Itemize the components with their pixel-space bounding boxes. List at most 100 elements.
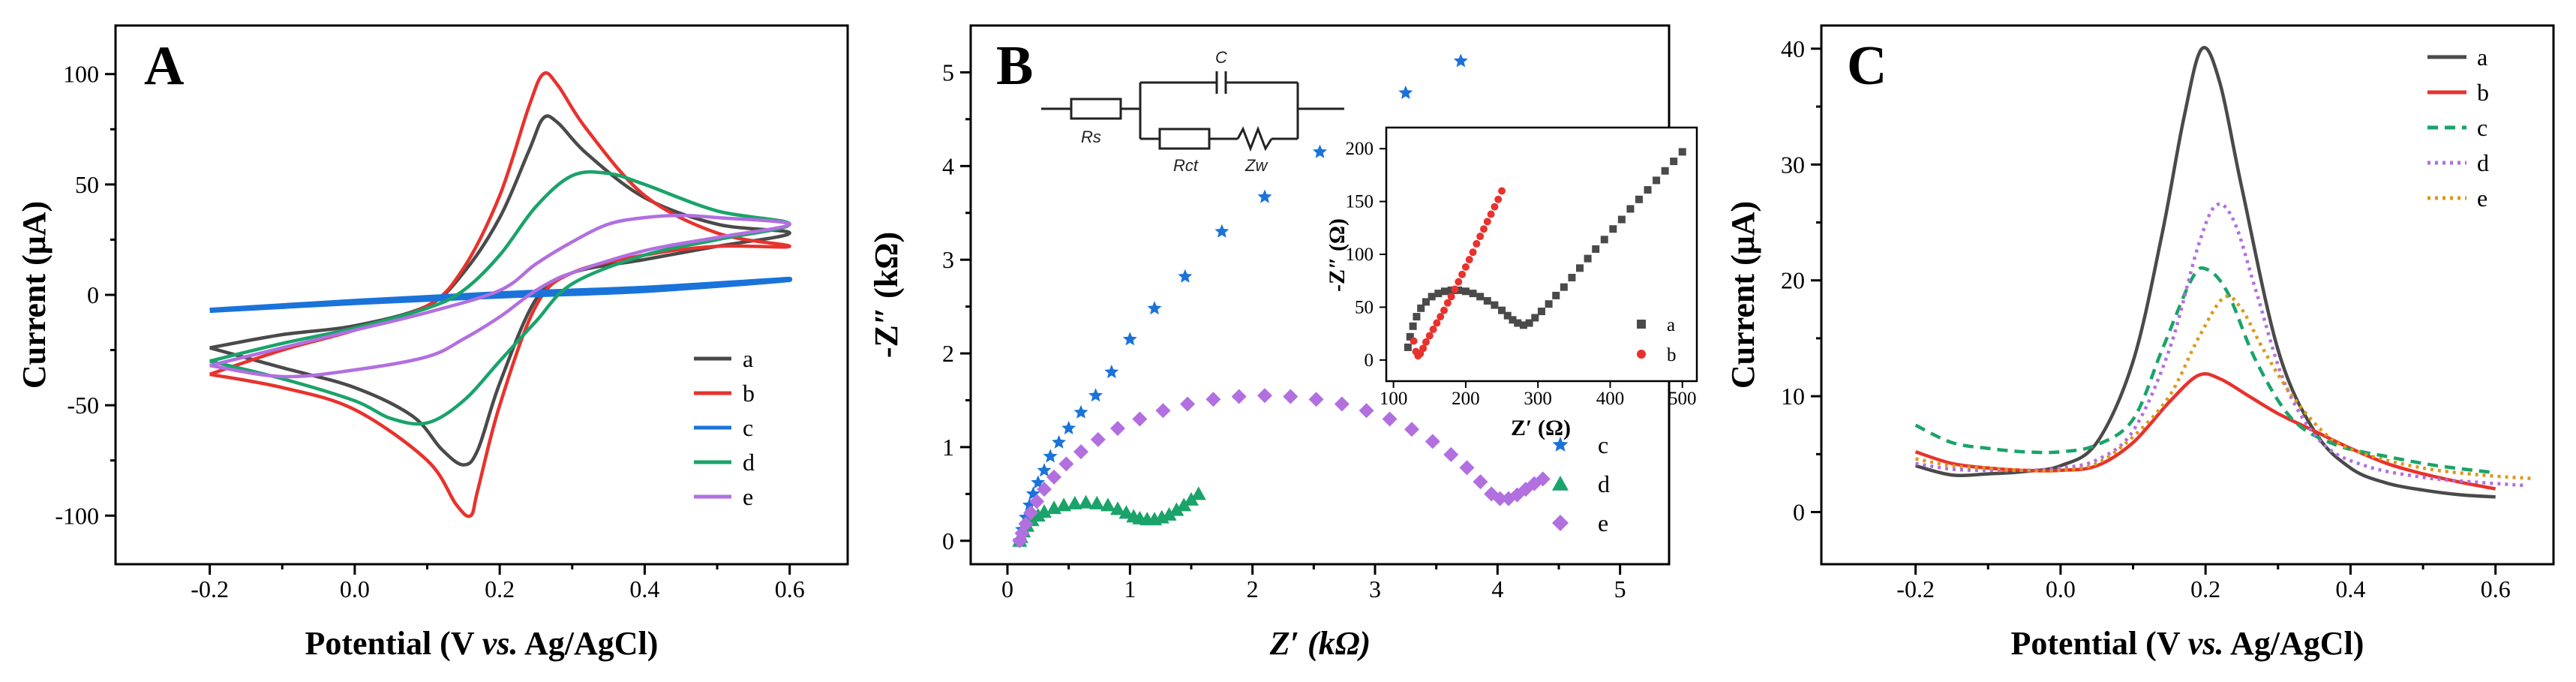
panel-a-ylabel: Current (μA): [16, 201, 53, 389]
x-tick-label: 200: [1452, 389, 1480, 409]
eis-point-c: [1088, 388, 1103, 402]
eis-point-e: [1257, 388, 1272, 404]
eis-point-d: [1089, 495, 1105, 509]
y-tick-label: 30: [1781, 151, 1805, 178]
inset-point-a: [1670, 158, 1678, 166]
inset-point-b: [1476, 233, 1485, 241]
legend-label-b: b: [2477, 79, 2489, 106]
eis-point-e: [1058, 456, 1074, 472]
x-tick-label: 0.4: [2335, 575, 2365, 602]
eis-point-c: [1073, 404, 1088, 419]
inset-point-a: [1447, 286, 1455, 294]
legend-marker-e: [1552, 515, 1569, 531]
y-tick-label: 10: [1781, 383, 1805, 410]
legend-label-e: e: [743, 483, 753, 510]
equivalent-circuit-diagram: [1041, 71, 1344, 152]
inset-point-a: [1455, 286, 1463, 294]
inset-point-a: [1469, 290, 1477, 298]
x-tick-label: 300: [1524, 389, 1552, 409]
dpv-curve-a: [1915, 46, 2496, 499]
inset-point-a: [1626, 205, 1635, 213]
x-tick-label: 0.0: [2046, 575, 2076, 602]
y-tick-label: -100: [55, 502, 99, 529]
panel-b-series: [1012, 53, 1551, 548]
eis-point-e: [1382, 411, 1398, 427]
eis-point-e: [1231, 389, 1247, 404]
panel-a-label: A: [144, 35, 184, 97]
x-tick-label: 4: [1491, 575, 1503, 602]
y-tick-label: 50: [1355, 297, 1374, 317]
eis-point-e: [1473, 474, 1488, 490]
inset-legend-label-a: a: [1667, 315, 1675, 335]
y-tick-label: 20: [1781, 267, 1805, 294]
panel-a-series: [209, 71, 793, 518]
x-tick-label: 0: [1001, 575, 1013, 602]
inset-point-b: [1498, 187, 1506, 195]
inset-point-b: [1483, 218, 1491, 226]
inset-point-a: [1491, 301, 1499, 309]
eis-point-d: [1169, 502, 1184, 516]
eis-point-d: [1176, 497, 1192, 512]
inset-point-a: [1434, 290, 1443, 298]
eis-point-e: [1443, 446, 1459, 462]
x-tick-label: 0.0: [340, 575, 370, 602]
eis-point-e: [1359, 403, 1374, 419]
y-tick-label: 50: [75, 171, 99, 198]
inset-point-b: [1447, 293, 1455, 301]
inset-point-a: [1413, 313, 1421, 321]
eis-point-d: [1100, 497, 1115, 512]
eis-point-e: [1155, 403, 1171, 419]
inset-point-a: [1538, 308, 1545, 316]
inset-axes: 100 200 300 400 500 0 50 100 150 200: [1346, 139, 1697, 409]
eis-point-c: [1043, 449, 1058, 463]
inset-xlabel: Z′ (Ω): [1511, 416, 1571, 440]
circuit-label-zw: Zw: [1244, 156, 1268, 175]
inset-point-a: [1509, 316, 1517, 324]
inset-point-b: [1473, 239, 1481, 248]
eis-point-d: [1056, 497, 1072, 512]
inset-point-a: [1531, 314, 1539, 322]
y-tick-label: 200: [1346, 139, 1374, 159]
inset-legend: ab: [1637, 315, 1677, 365]
eis-point-c: [1061, 420, 1076, 434]
inset-point-a: [1483, 296, 1491, 305]
y-tick-label: 0: [1365, 350, 1374, 371]
eis-point-d: [1037, 504, 1052, 518]
eis-point-e: [1023, 505, 1039, 521]
inset-point-a: [1576, 264, 1584, 272]
inset-point-a: [1635, 195, 1643, 203]
panel-b-legend: cde: [1552, 431, 1610, 536]
panel-b-xlabel: Z′ (kΩ): [1269, 625, 1371, 662]
x-tick-label: 0.4: [629, 575, 659, 602]
x-tick-label: -0.2: [1896, 575, 1935, 602]
eis-point-e: [1110, 420, 1125, 436]
eis-point-e: [1205, 392, 1221, 407]
inset-point-a: [1476, 293, 1485, 301]
legend-label-d: d: [2477, 149, 2489, 176]
x-tick-label: 0.6: [775, 575, 805, 602]
inset-point-b: [1469, 248, 1477, 257]
inset-point-a: [1498, 306, 1506, 314]
inset-point-a: [1404, 343, 1412, 351]
eis-point-c: [1147, 301, 1162, 315]
eis-point-e: [1029, 494, 1045, 509]
dpv-curve-c: [1914, 266, 2496, 475]
eis-point-d: [1118, 505, 1134, 519]
inset-point-a: [1417, 304, 1425, 312]
panel-a-axes: -0.2 0.0 0.2 0.4 0.6 -100 -50 0 50 100: [55, 61, 804, 602]
cv-curve-e: [209, 213, 791, 379]
panel-c-ylabel: Current (μA): [1725, 201, 1761, 389]
panel-a-xlabel: Potential (V vs. Ag/AgCl): [305, 625, 659, 662]
legend-label-c: c: [743, 414, 753, 441]
y-tick-label: 0: [942, 527, 954, 554]
inset-point-a: [1409, 322, 1417, 330]
eis-point-e: [1283, 389, 1299, 404]
legend-marker-c: [1552, 437, 1569, 452]
eis-point-d: [1030, 508, 1046, 522]
eis-point-e: [1180, 396, 1196, 412]
y-tick-label: 100: [1346, 245, 1374, 265]
